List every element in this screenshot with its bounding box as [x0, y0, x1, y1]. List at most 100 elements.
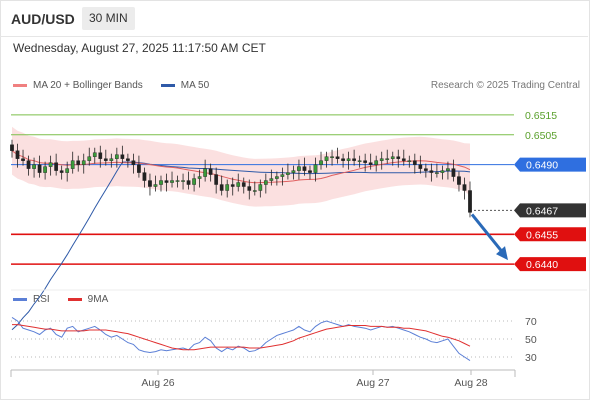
candle-bear — [363, 160, 368, 163]
candle-bear — [131, 160, 136, 165]
time-label-Aug-26: Aug 26 — [141, 377, 174, 389]
candle-bull — [390, 156, 395, 159]
candle-bear — [37, 164, 42, 173]
candle-bear — [396, 156, 401, 159]
candle-bull — [269, 178, 274, 181]
candle-bear — [457, 176, 461, 185]
candle-bull — [379, 158, 384, 161]
candle-bull — [297, 166, 301, 171]
candle-bull — [258, 184, 263, 191]
candle-bear — [401, 158, 406, 161]
candle-bear — [21, 158, 25, 161]
candle-bull — [263, 180, 268, 185]
candle-bear — [352, 158, 356, 161]
candle-bull — [275, 176, 279, 179]
forecast-arrow-head — [496, 246, 508, 261]
candle-bear — [368, 162, 373, 165]
candle-bull — [435, 172, 439, 174]
level-tag-0.6440 — [514, 257, 586, 272]
candle-bear — [241, 182, 246, 187]
candle-bull — [181, 180, 185, 182]
candle-bull — [225, 184, 230, 191]
rsi-series-RSI — [11, 316, 471, 362]
candle-bull — [440, 170, 445, 173]
candle-bull — [170, 180, 174, 183]
candle-bull — [65, 168, 70, 173]
header-bar: AUD/USD 30 MIN — [0, 0, 588, 37]
candle-bull — [319, 160, 323, 165]
candle-bull — [330, 156, 334, 158]
candle-bear — [54, 162, 58, 171]
candle-bull — [374, 160, 379, 165]
candle-bear — [412, 160, 417, 165]
candle-bull — [346, 158, 351, 161]
candle-bull — [43, 166, 47, 173]
candle-bear — [468, 190, 472, 213]
candle-bull — [280, 174, 285, 177]
rsi-legend: RSI 9MA — [13, 294, 108, 305]
candle-bull — [153, 184, 158, 187]
candle-bear — [59, 170, 64, 173]
bollinger-band — [12, 126, 470, 207]
forecast-arrow-line — [470, 213, 506, 256]
rsi-tick-label: 50 — [525, 334, 537, 346]
candle-bear — [126, 158, 130, 161]
level-label-0.6490: 0.6490 — [526, 160, 558, 172]
level-tag-0.6490 — [514, 157, 586, 172]
timeframe-badge[interactable]: 30 MIN — [82, 7, 135, 30]
candle-bear — [164, 180, 169, 183]
rsi-series-9MA — [12, 324, 471, 351]
candle-bear — [451, 168, 456, 177]
candle-bull — [32, 164, 36, 169]
level-label-0.6455: 0.6455 — [526, 229, 558, 241]
rsi-legend-label: RSI — [33, 294, 50, 305]
candle-bear — [247, 186, 252, 191]
candle-bear — [98, 152, 103, 159]
candle-bull — [313, 164, 318, 173]
level-label-0.6505: 0.6505 — [525, 130, 557, 142]
ma50-line — [11, 161, 471, 331]
ma50-legend-label: MA 50 — [180, 80, 210, 91]
candle-bear — [15, 150, 20, 159]
candle-bull — [175, 180, 180, 182]
candle-bull — [324, 156, 329, 161]
level-label-0.6440: 0.6440 — [526, 259, 558, 271]
level-label-0.6515: 0.6515 — [525, 110, 557, 122]
candle-bull — [291, 170, 296, 173]
time-label-Aug-28: Aug 28 — [454, 377, 487, 389]
candle-bull — [236, 182, 241, 187]
candle-bear — [208, 168, 213, 175]
candle-bear — [214, 174, 219, 185]
currency-pair: AUD/USD — [11, 11, 75, 27]
candle-bull — [159, 180, 163, 185]
ma20-legend-label: MA 20 + Bollinger Bands — [33, 80, 143, 91]
candle-bull — [357, 160, 362, 162]
price-legend: MA 20 + Bollinger Bands MA 50 — [13, 80, 209, 91]
candle-bear — [429, 170, 434, 173]
candle-bear — [137, 164, 141, 173]
candle-bear — [424, 168, 428, 171]
candle-bear — [335, 156, 340, 159]
ma9-legend-swatch — [67, 298, 82, 301]
candle-bull — [446, 168, 450, 171]
candle-bear — [219, 184, 224, 191]
candle-bear — [308, 170, 312, 173]
candle-bull — [48, 162, 53, 167]
credit-text: Research © 2025 Trading Central — [430, 80, 580, 91]
candle-bull — [203, 168, 207, 177]
level-tag-0.6467 — [514, 203, 586, 218]
candle-bear — [148, 180, 152, 187]
candle-bear — [302, 166, 307, 171]
candle-bear — [462, 184, 467, 191]
candle-bull — [92, 152, 97, 157]
candle-bull — [407, 160, 412, 162]
candle-bear — [186, 180, 191, 185]
ma20-line — [11, 150, 471, 184]
rsi-legend-swatch — [13, 298, 27, 301]
timestamp: Wednesday, August 27, 2025 11:17:50 AM C… — [13, 41, 266, 55]
candle-bear — [142, 172, 147, 181]
candle-bull — [197, 176, 202, 179]
candle-bear — [103, 158, 108, 161]
candle-bear — [76, 160, 81, 165]
candle-bull — [70, 160, 75, 169]
